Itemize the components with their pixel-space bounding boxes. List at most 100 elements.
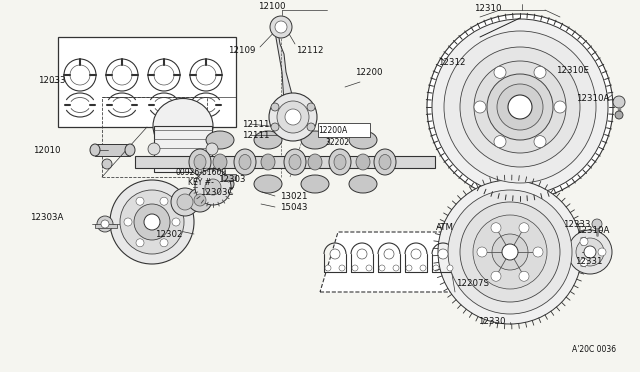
Circle shape	[112, 65, 132, 85]
Text: 32202: 32202	[325, 138, 349, 147]
Circle shape	[502, 244, 518, 260]
Circle shape	[427, 14, 613, 200]
Circle shape	[325, 265, 331, 271]
Circle shape	[70, 65, 90, 85]
Circle shape	[285, 109, 301, 125]
Circle shape	[497, 84, 543, 130]
Ellipse shape	[254, 175, 282, 193]
Circle shape	[190, 59, 222, 91]
Text: 12310A: 12310A	[576, 225, 609, 234]
Polygon shape	[275, 22, 298, 124]
Circle shape	[188, 188, 212, 212]
Circle shape	[106, 59, 138, 91]
Circle shape	[366, 265, 372, 271]
Text: 15043: 15043	[280, 202, 307, 212]
Ellipse shape	[254, 131, 282, 149]
Ellipse shape	[213, 154, 227, 170]
Ellipse shape	[239, 154, 251, 170]
Circle shape	[519, 271, 529, 281]
Bar	[95, 144, 130, 156]
Circle shape	[474, 61, 566, 153]
Circle shape	[433, 265, 439, 271]
Text: 12331: 12331	[575, 257, 602, 266]
Text: ATM: ATM	[436, 222, 454, 231]
Circle shape	[144, 214, 160, 230]
Text: 12303: 12303	[218, 174, 246, 183]
Circle shape	[592, 219, 602, 229]
Circle shape	[101, 220, 109, 228]
Ellipse shape	[189, 149, 211, 175]
Ellipse shape	[289, 154, 301, 170]
Circle shape	[307, 123, 315, 131]
Text: 12310E: 12310E	[556, 65, 589, 74]
Text: 12312: 12312	[438, 58, 465, 67]
Text: 12303A: 12303A	[30, 212, 63, 221]
Bar	[318, 123, 370, 137]
Circle shape	[411, 249, 421, 259]
Text: 12033: 12033	[38, 76, 65, 84]
Text: 12200: 12200	[355, 67, 383, 77]
Ellipse shape	[234, 149, 256, 175]
Ellipse shape	[379, 154, 391, 170]
Circle shape	[580, 238, 588, 246]
Circle shape	[615, 111, 623, 119]
Text: 12303C: 12303C	[200, 187, 234, 196]
Circle shape	[136, 197, 144, 205]
Circle shape	[460, 202, 560, 302]
Circle shape	[136, 239, 144, 247]
Circle shape	[271, 123, 279, 131]
Ellipse shape	[125, 144, 135, 156]
Ellipse shape	[284, 149, 306, 175]
Circle shape	[271, 103, 279, 111]
Circle shape	[584, 246, 596, 258]
Circle shape	[406, 265, 412, 271]
Text: 12100: 12100	[259, 1, 285, 10]
Ellipse shape	[329, 149, 351, 175]
Ellipse shape	[349, 131, 377, 149]
Circle shape	[330, 249, 340, 259]
Text: 12112: 12112	[296, 45, 323, 55]
Circle shape	[277, 101, 309, 133]
Circle shape	[438, 249, 448, 259]
Circle shape	[64, 59, 96, 91]
Text: 12333: 12333	[563, 219, 591, 228]
Circle shape	[352, 265, 358, 271]
Circle shape	[206, 143, 218, 155]
Text: 12207S: 12207S	[456, 279, 489, 289]
Circle shape	[379, 265, 385, 271]
Text: 12310A: 12310A	[576, 93, 609, 103]
Circle shape	[177, 194, 193, 210]
Circle shape	[148, 143, 160, 155]
Circle shape	[270, 16, 292, 38]
Bar	[102, 97, 207, 177]
Ellipse shape	[90, 144, 100, 156]
Text: KEY #-: KEY #-	[188, 177, 214, 186]
Circle shape	[477, 247, 487, 257]
Circle shape	[134, 204, 170, 240]
Ellipse shape	[206, 131, 234, 149]
Circle shape	[568, 230, 612, 274]
Text: 13021: 13021	[280, 192, 307, 201]
Circle shape	[148, 59, 180, 91]
Bar	[222, 174, 236, 180]
Ellipse shape	[301, 131, 329, 149]
Bar	[135, 156, 435, 168]
Ellipse shape	[374, 149, 396, 175]
Text: 12010: 12010	[33, 145, 61, 154]
Circle shape	[534, 66, 546, 78]
Circle shape	[444, 31, 596, 183]
Circle shape	[460, 47, 580, 167]
Circle shape	[598, 248, 606, 256]
Circle shape	[307, 103, 315, 111]
Ellipse shape	[206, 175, 234, 193]
Circle shape	[194, 194, 206, 206]
Circle shape	[110, 180, 194, 264]
Circle shape	[171, 188, 199, 216]
Circle shape	[205, 179, 221, 195]
Text: 12111: 12111	[242, 119, 269, 128]
Circle shape	[487, 74, 553, 140]
Ellipse shape	[334, 154, 346, 170]
Ellipse shape	[153, 99, 213, 154]
Ellipse shape	[349, 175, 377, 193]
Text: 12330: 12330	[478, 317, 506, 327]
